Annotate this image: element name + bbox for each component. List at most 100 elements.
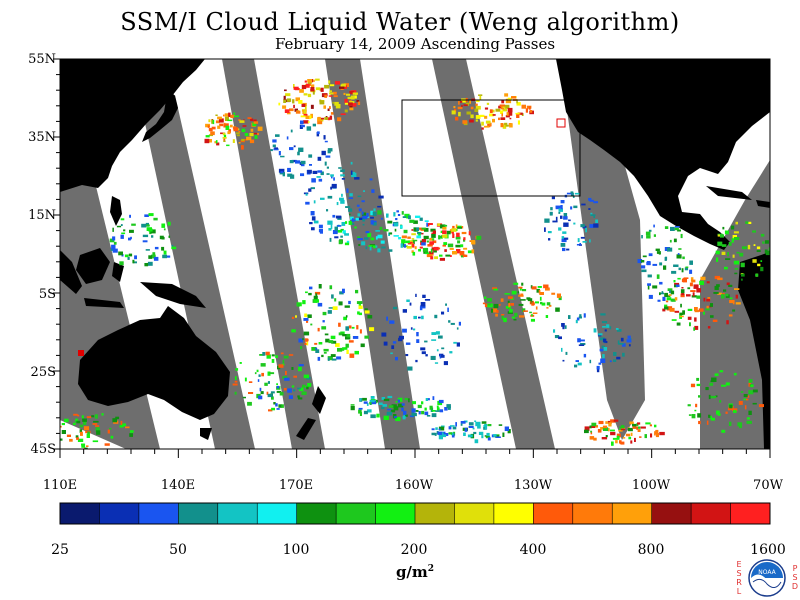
cloud-pixel bbox=[455, 236, 461, 240]
cloud-pixel bbox=[276, 383, 278, 386]
cloud-pixel bbox=[352, 92, 358, 95]
cloud-pixel bbox=[456, 249, 461, 254]
cloud-pixel bbox=[451, 433, 455, 438]
cloud-pixel bbox=[447, 307, 449, 312]
cloud-pixel bbox=[431, 247, 436, 251]
cloud-pixel bbox=[706, 420, 709, 425]
cloud-pixel bbox=[227, 131, 231, 135]
cloud-pixel bbox=[256, 369, 259, 373]
cloud-pixel bbox=[733, 372, 737, 376]
cloud-pixel bbox=[427, 244, 433, 247]
land-new-zealand bbox=[296, 418, 316, 440]
cloud-pixel bbox=[278, 151, 281, 156]
cloud-pixel bbox=[495, 313, 498, 317]
cloud-pixel bbox=[386, 316, 388, 321]
cloud-pixel bbox=[530, 318, 535, 322]
cloud-pixel bbox=[659, 281, 663, 285]
cloud-pixel bbox=[393, 212, 396, 217]
cloud-pixel bbox=[507, 429, 511, 434]
cloud-pixel bbox=[145, 249, 150, 251]
cloud-pixel bbox=[119, 261, 124, 266]
cloud-pixel bbox=[383, 415, 389, 420]
cloud-pixel bbox=[342, 85, 347, 89]
cloud-pixel bbox=[445, 254, 451, 257]
cloud-pixel bbox=[381, 332, 387, 337]
cloud-pixel bbox=[578, 344, 585, 346]
cloud-pixel bbox=[52, 434, 55, 438]
land-borneo bbox=[76, 248, 110, 284]
cloud-pixel bbox=[525, 108, 528, 113]
cloud-pixel bbox=[436, 405, 439, 408]
cloud-pixel bbox=[298, 366, 302, 372]
cloud-pixel bbox=[540, 301, 543, 305]
cloud-pixel bbox=[128, 253, 133, 257]
cloud-pixel bbox=[358, 312, 362, 316]
cloud-pixel bbox=[212, 119, 215, 125]
cloud-pixel bbox=[556, 293, 561, 298]
cloud-pixel bbox=[561, 236, 565, 241]
cloud-pixel bbox=[558, 227, 562, 231]
cloud-pixel bbox=[647, 283, 651, 286]
cloud-pixel bbox=[515, 112, 520, 115]
cloud-pixel bbox=[367, 232, 372, 238]
cloud-pixel bbox=[352, 218, 354, 222]
cloud-pixel bbox=[317, 356, 321, 361]
cloud-pixel bbox=[433, 250, 437, 253]
cloud-pixel bbox=[112, 418, 118, 423]
cloud-pixel bbox=[560, 215, 563, 219]
cloud-pixel bbox=[562, 359, 565, 362]
cloud-pixel bbox=[458, 111, 461, 117]
cloud-pixel bbox=[406, 215, 409, 219]
cloud-pixel bbox=[654, 424, 657, 428]
cloud-pixel bbox=[314, 342, 318, 345]
cloud-pixel bbox=[361, 200, 365, 203]
cloud-pixel bbox=[404, 414, 408, 417]
cloud-pixel bbox=[307, 93, 312, 98]
cloud-pixel bbox=[708, 394, 711, 400]
cloud-pixel bbox=[639, 436, 642, 438]
cloud-pixel bbox=[442, 226, 447, 230]
cloud-pixel bbox=[319, 229, 323, 234]
cloud-pixel bbox=[361, 211, 364, 215]
cloud-pixel bbox=[741, 273, 745, 277]
cloud-pixel bbox=[698, 308, 704, 312]
cloud-pixel bbox=[725, 258, 731, 260]
cloud-pixel bbox=[225, 125, 230, 130]
cloud-pixel bbox=[716, 410, 720, 415]
cloud-pixel bbox=[86, 433, 90, 438]
cloud-pixel bbox=[276, 408, 280, 410]
cloud-pixel bbox=[124, 254, 129, 258]
cloud-pixel bbox=[681, 291, 685, 296]
cloud-pixel bbox=[141, 223, 147, 228]
cloud-pixel bbox=[724, 266, 728, 270]
cloud-pixel bbox=[668, 294, 672, 296]
cloud-pixel bbox=[659, 431, 665, 436]
cloud-pixel bbox=[207, 125, 210, 128]
cloud-pixel bbox=[455, 422, 457, 427]
cloud-pixel bbox=[461, 98, 466, 103]
cloud-pixel bbox=[281, 404, 284, 408]
cloud-pixel bbox=[285, 93, 291, 97]
cloud-pixel bbox=[340, 113, 346, 115]
cloud-pixel bbox=[351, 171, 356, 174]
cloud-pixel bbox=[330, 224, 333, 229]
cloud-pixel bbox=[545, 315, 549, 318]
cloud-pixel bbox=[351, 172, 357, 178]
cloud-pixel bbox=[214, 141, 217, 144]
cloud-pixel bbox=[279, 391, 284, 396]
cloud-pixel bbox=[420, 228, 425, 231]
cloud-pixel bbox=[768, 247, 770, 251]
cloud-pixel bbox=[416, 235, 421, 239]
noaa-emblem-icon: NOAA bbox=[748, 559, 786, 597]
cloud-pixel bbox=[545, 287, 550, 291]
cloud-pixel bbox=[765, 250, 770, 256]
cloud-pixel bbox=[215, 114, 218, 116]
cloud-pixel bbox=[250, 118, 254, 122]
cloud-pixel bbox=[340, 169, 345, 172]
cloud-pixel bbox=[715, 395, 718, 398]
cloud-pixel bbox=[419, 306, 423, 311]
cloud-pixel bbox=[478, 94, 483, 96]
cloud-pixel bbox=[519, 315, 525, 318]
cloud-pixel bbox=[350, 404, 355, 406]
cloud-pixel bbox=[439, 257, 445, 261]
